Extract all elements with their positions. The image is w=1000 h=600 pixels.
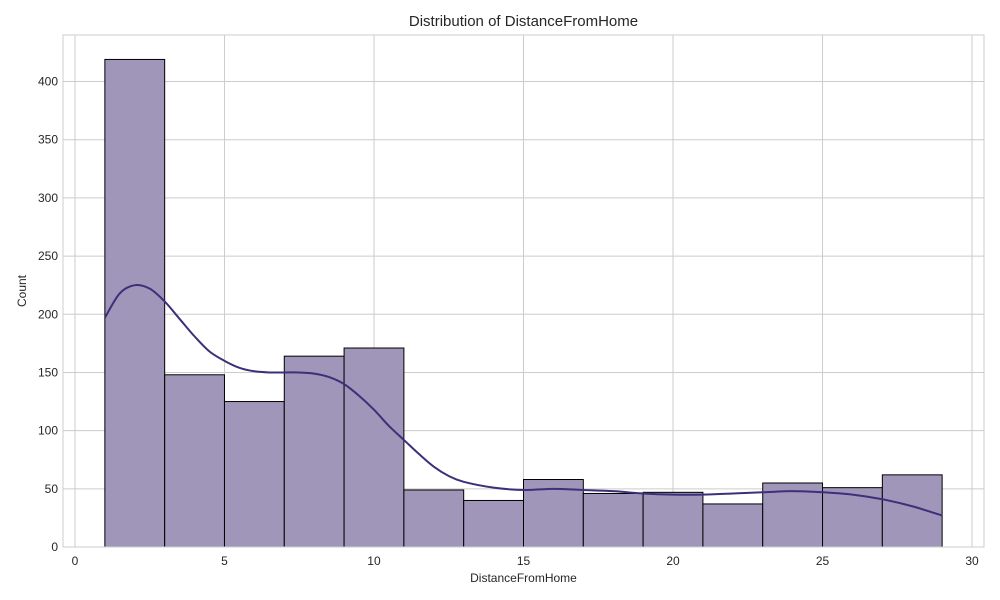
histogram-bar [164, 374, 225, 548]
x-tick-label: 5 [221, 554, 228, 568]
histogram-bar [702, 503, 764, 548]
histogram-bar [343, 347, 405, 548]
histogram-bar [463, 499, 524, 548]
y-tick-label: 200 [38, 307, 58, 321]
x-tick-label: 30 [965, 554, 979, 568]
histogram-bar [762, 482, 824, 548]
histogram-bar [403, 489, 465, 548]
x-tick-label: 25 [816, 554, 830, 568]
kde-curve-group [104, 283, 943, 517]
y-axis-label: Count [15, 274, 29, 307]
y-tick-labels: 0 50 100 150 200 250 300 350 400 [38, 75, 58, 554]
histogram-bar [223, 401, 285, 548]
y-tick-label: 300 [38, 191, 58, 205]
y-tick-label: 50 [45, 482, 59, 496]
y-tick-label: 100 [38, 424, 58, 438]
plot-frame [62, 34, 985, 548]
y-tick-label: 400 [38, 75, 58, 89]
y-tick-label: 350 [38, 133, 58, 147]
y-tick-label: 250 [38, 249, 58, 263]
x-tick-label: 0 [72, 554, 79, 568]
x-tick-labels: 0 5 10 15 20 25 30 [72, 554, 979, 568]
chart-title: Distribution of DistanceFromHome [409, 13, 638, 30]
histogram-bar [642, 491, 704, 548]
x-axis-label: DistanceFromHome [470, 571, 577, 585]
x-tick-label: 20 [666, 554, 680, 568]
y-tick-label: 150 [38, 365, 58, 379]
histogram-bars [104, 58, 943, 548]
histogram-bar [881, 474, 943, 548]
x-tick-label: 10 [367, 554, 381, 568]
histogram-bar [582, 492, 644, 548]
histogram-bar [104, 58, 166, 548]
grid-lines [63, 35, 984, 548]
histogram-bar [283, 355, 345, 548]
kde-curve [104, 283, 943, 517]
histogram-bar [822, 487, 883, 548]
y-tick-label: 0 [51, 540, 58, 554]
x-tick-label: 15 [517, 554, 531, 568]
